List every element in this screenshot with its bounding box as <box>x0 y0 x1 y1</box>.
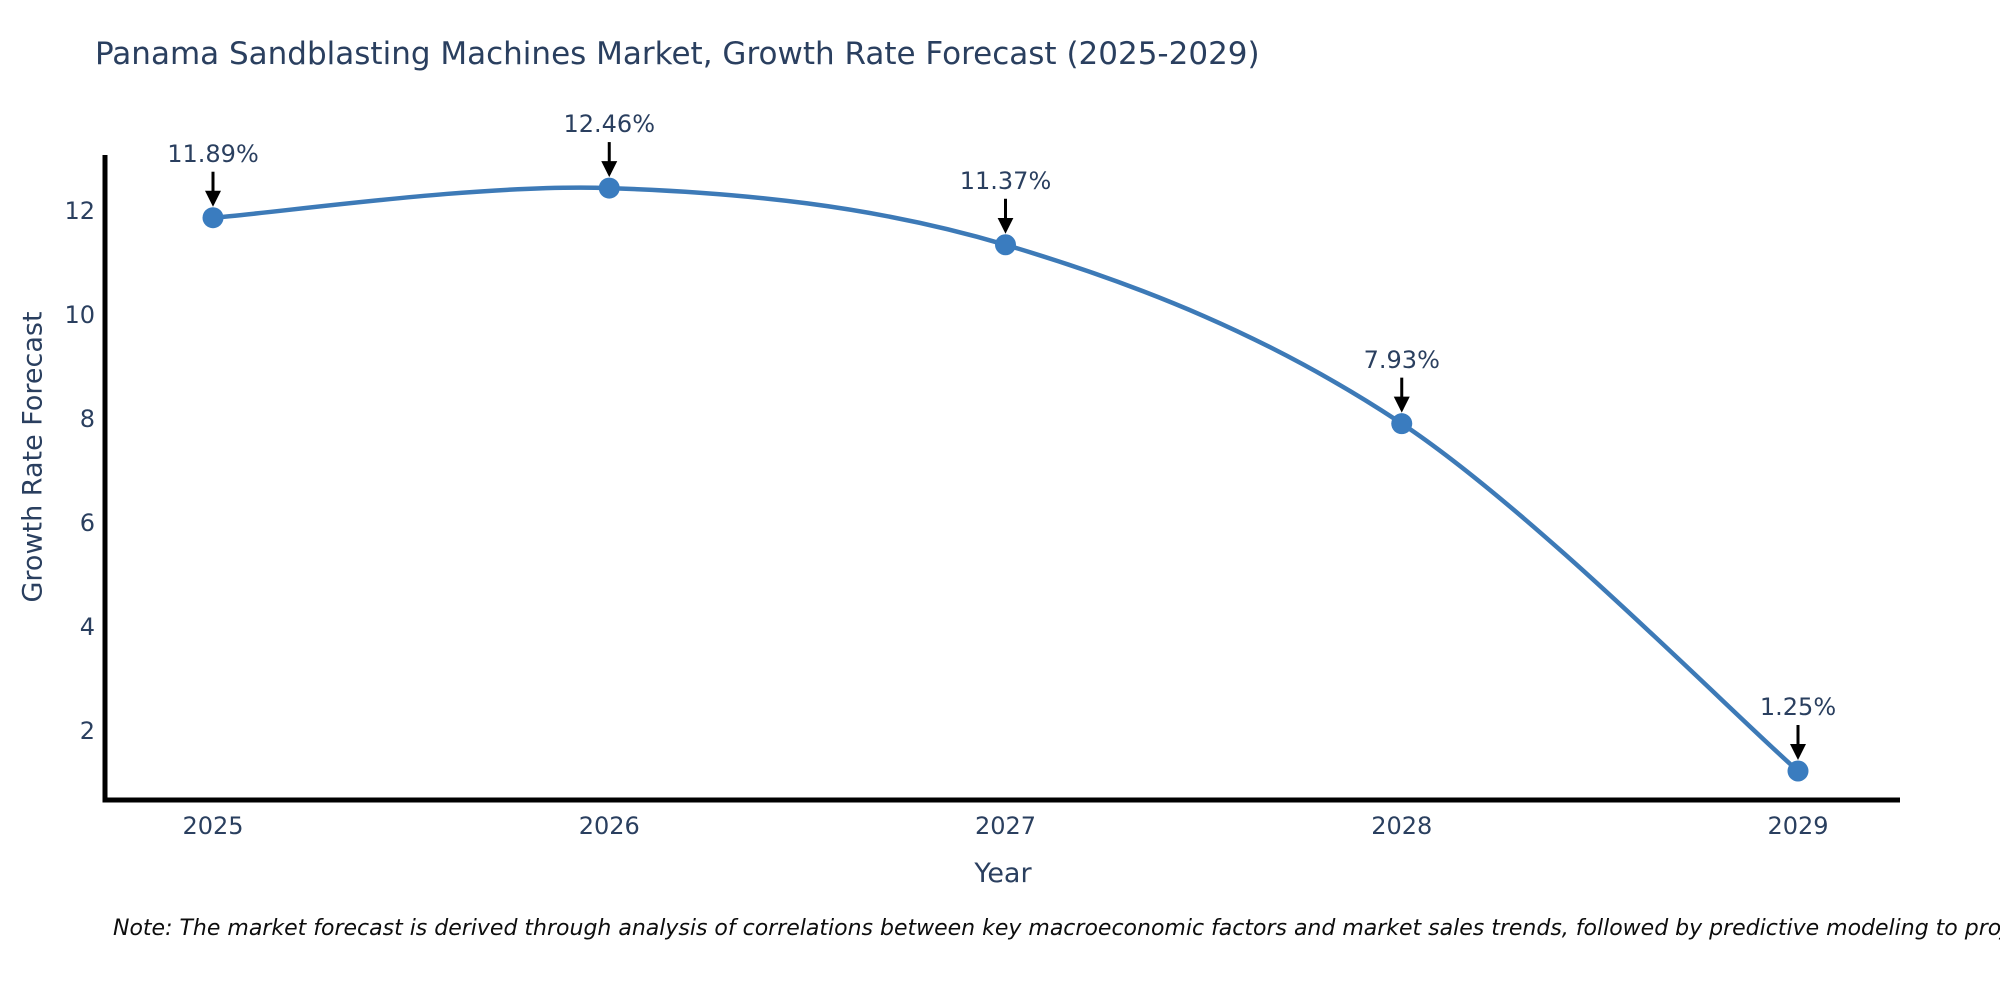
x-tick-2025: 2025 <box>182 812 244 840</box>
footnote-text: Note: The market forecast is derived thr… <box>113 916 2000 941</box>
x-tick-2026: 2026 <box>578 812 640 840</box>
value-label-2027: 11.37% <box>959 166 1052 195</box>
axes <box>102 155 1900 803</box>
y-tick-10: 10 <box>64 301 95 329</box>
chart-title: Panama Sandblasting Machines Market, Gro… <box>95 36 1260 72</box>
value-label-2028: 7.93% <box>1363 345 1440 374</box>
y-tick-8: 8 <box>79 405 95 433</box>
value-label-2026: 12.46% <box>563 110 655 139</box>
data-point-2028[interactable] <box>1391 413 1413 435</box>
value-label-2029: 1.25% <box>1759 693 1837 721</box>
x-axis-title: Year <box>974 858 1032 889</box>
value-label-2025: 11.89% <box>167 139 259 168</box>
x-tick-2028: 2028 <box>1371 812 1433 840</box>
y-tick-6: 6 <box>79 509 95 537</box>
line-series <box>202 177 1809 782</box>
annotation-arrows <box>205 142 1806 760</box>
y-tick-12: 12 <box>64 197 95 225</box>
y-tick-2: 2 <box>79 717 95 745</box>
data-point-2027[interactable] <box>995 234 1016 256</box>
data-point-2025[interactable] <box>202 207 224 229</box>
y-axis-title: Growth Rate Forecast <box>17 311 49 603</box>
forecast-line <box>210 185 1801 774</box>
data-point-2026[interactable] <box>598 177 620 199</box>
x-tick-2027: 2027 <box>974 812 1037 840</box>
x-tick-2029: 2029 <box>1767 812 1829 840</box>
data-point-2029[interactable] <box>1787 760 1809 782</box>
y-tick-4: 4 <box>79 613 95 641</box>
